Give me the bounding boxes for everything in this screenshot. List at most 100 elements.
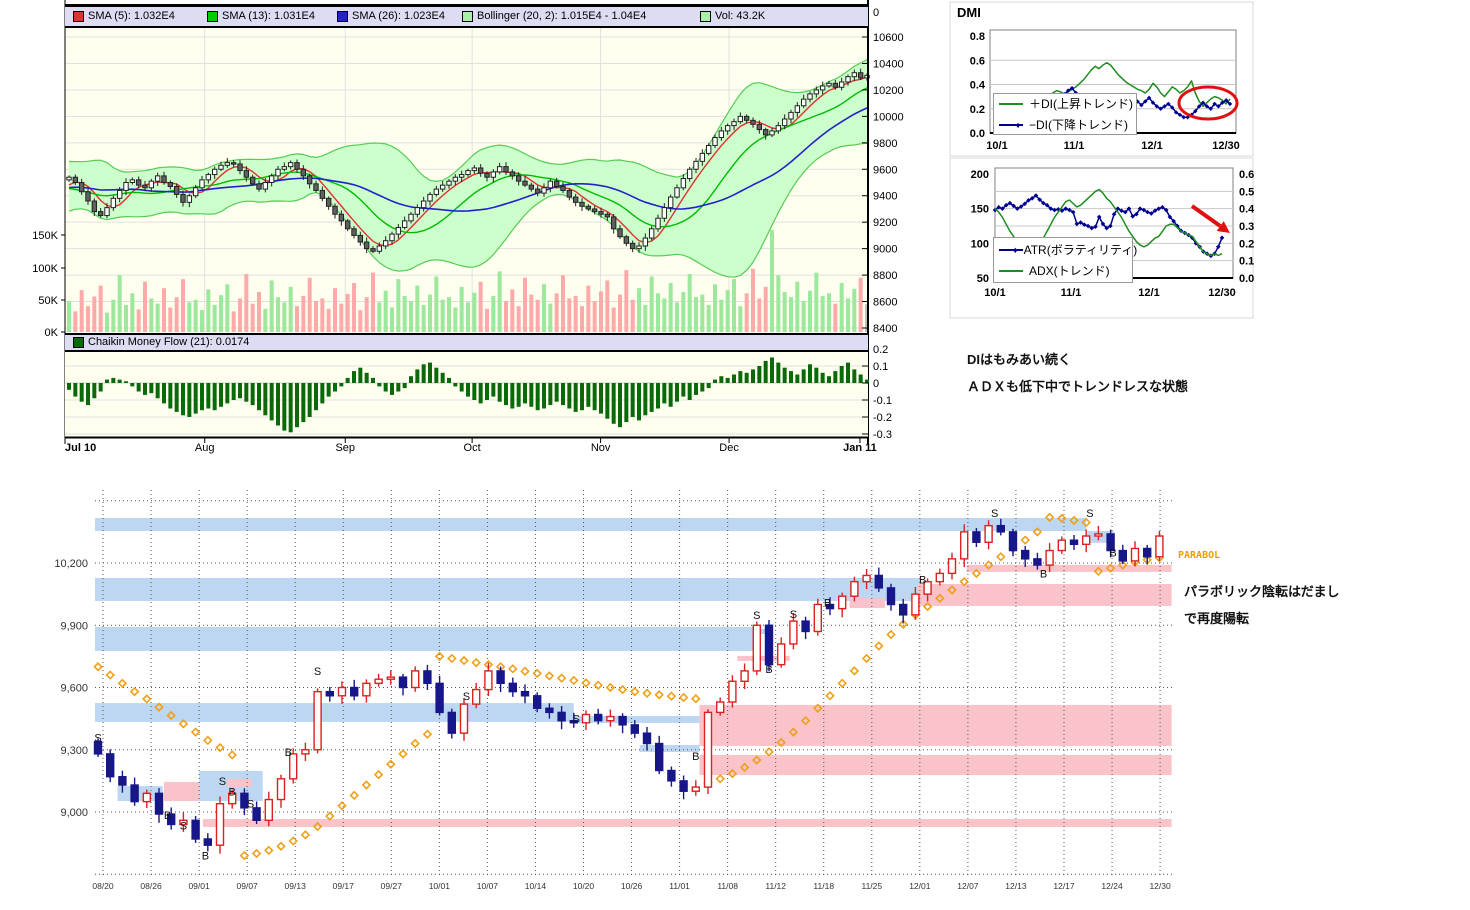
- svg-text:09/07: 09/07: [237, 881, 259, 891]
- parabolic-note-line1: パラボリック陰転はだまし: [1184, 584, 1340, 599]
- svg-text:9,900: 9,900: [60, 620, 88, 632]
- parabolic-note-line2: で再度陽転: [1184, 611, 1250, 626]
- svg-text:B: B: [202, 851, 209, 863]
- volume-swatch-icon: [700, 10, 711, 22]
- svg-text:Aug: Aug: [195, 442, 215, 454]
- svg-text:08/26: 08/26: [140, 881, 162, 891]
- sma5-swatch-icon: [73, 10, 84, 22]
- svg-text:9400: 9400: [873, 191, 897, 203]
- price-chart-legend: SMA (5): 1.032E4 SMA (13): 1.031E4 SMA (…: [65, 4, 868, 28]
- svg-text:S: S: [790, 609, 797, 621]
- svg-text:Dec: Dec: [719, 442, 739, 454]
- svg-text:10/01: 10/01: [429, 881, 451, 891]
- svg-text:12/30: 12/30: [1149, 881, 1171, 891]
- svg-text:S: S: [573, 714, 580, 726]
- svg-text:-0.1: -0.1: [873, 395, 892, 407]
- legend-item-chaikin: Chaikin Money Flow (21): 0.0174: [73, 336, 249, 348]
- svg-text:10/1: 10/1: [984, 287, 1005, 299]
- chaikin-swatch-icon: [73, 336, 84, 348]
- sma5-label: SMA (5): 1.032E4: [88, 10, 175, 22]
- svg-text:B: B: [824, 597, 831, 609]
- svg-text:S: S: [94, 732, 101, 744]
- svg-text:Jan 11: Jan 11: [843, 442, 877, 454]
- svg-text:B: B: [164, 810, 171, 822]
- chaikin-legend: Chaikin Money Flow (21): 0.0174: [65, 333, 868, 352]
- svg-text:B: B: [229, 786, 236, 798]
- svg-text:10400: 10400: [873, 58, 904, 70]
- svg-text:9000: 9000: [873, 244, 897, 256]
- svg-text:S: S: [180, 820, 187, 832]
- svg-text:9,000: 9,000: [60, 807, 88, 819]
- svg-text:11/08: 11/08: [717, 881, 738, 891]
- svg-text:12/1: 12/1: [1141, 140, 1162, 152]
- svg-text:11/18: 11/18: [813, 881, 834, 891]
- atr-line-icon: [999, 248, 1023, 251]
- sma26-label: SMA (26): 1.023E4: [352, 10, 445, 22]
- svg-text:0.8: 0.8: [970, 31, 985, 43]
- volume-label: Vol: 43.2K: [715, 10, 766, 22]
- parabol-label: PARABOL: [1178, 550, 1221, 561]
- svg-text:9,300: 9,300: [60, 745, 88, 757]
- svg-text:12/1: 12/1: [1138, 287, 1159, 299]
- svg-text:50: 50: [977, 273, 989, 285]
- minus-di-label: −DI(下降トレンド): [1029, 118, 1129, 132]
- atr-marker-icon: ♦: [1013, 244, 1018, 255]
- adx-label: ADX(トレンド): [1029, 264, 1110, 278]
- bollinger-label: Bollinger (20, 2): 1.015E4 - 1.04E4: [477, 10, 647, 22]
- svg-text:12/30: 12/30: [1208, 287, 1236, 299]
- legend-item-volume: Vol: 43.2K: [700, 10, 765, 22]
- svg-text:0.0: 0.0: [970, 128, 985, 140]
- svg-text:0.4: 0.4: [970, 80, 986, 92]
- svg-text:10/1: 10/1: [986, 140, 1007, 152]
- svg-text:S: S: [991, 508, 998, 520]
- svg-text:B: B: [1109, 548, 1116, 560]
- svg-text:12/01: 12/01: [909, 881, 931, 891]
- atr-label: ATR(ボラティリティ): [1023, 243, 1138, 257]
- svg-text:S: S: [219, 776, 226, 788]
- svg-text:0.3: 0.3: [1239, 221, 1254, 233]
- svg-text:150: 150: [971, 204, 989, 216]
- svg-text:100: 100: [971, 238, 989, 250]
- svg-text:09/01: 09/01: [188, 881, 210, 891]
- svg-text:09/17: 09/17: [333, 881, 355, 891]
- svg-text:10/14: 10/14: [525, 881, 547, 891]
- svg-text:S: S: [753, 610, 760, 622]
- svg-text:8800: 8800: [873, 270, 897, 282]
- legend-item-sma5: SMA (5): 1.032E4: [73, 10, 175, 22]
- svg-text:10/07: 10/07: [477, 881, 499, 891]
- dmi-legend-box: ＋DI(上昇トレンド) ♦ −DI(下降トレンド): [993, 93, 1137, 135]
- svg-text:9,600: 9,600: [60, 683, 88, 695]
- minus-di-line-icon: [999, 123, 1023, 126]
- svg-text:50K: 50K: [38, 295, 58, 307]
- legend-item-sma26: SMA (26): 1.023E4: [337, 10, 445, 22]
- svg-text:10,200: 10,200: [54, 558, 88, 570]
- svg-text:10/20: 10/20: [573, 881, 595, 891]
- svg-text:150K: 150K: [32, 230, 58, 242]
- svg-text:0.2: 0.2: [873, 344, 888, 356]
- sma13-label: SMA (13): 1.031E4: [222, 10, 315, 22]
- svg-text:0K: 0K: [45, 327, 59, 339]
- svg-text:11/01: 11/01: [669, 881, 690, 891]
- dmi-chart-title: DMI: [957, 5, 981, 20]
- svg-text:0.0: 0.0: [1239, 273, 1254, 285]
- legend-item-bollinger: Bollinger (20, 2): 1.015E4 - 1.04E4: [462, 10, 646, 22]
- svg-text:-0.2: -0.2: [873, 412, 892, 424]
- svg-text:B: B: [919, 575, 926, 587]
- svg-text:8600: 8600: [873, 297, 897, 309]
- adx-line-icon: [999, 269, 1023, 272]
- svg-text:12/17: 12/17: [1053, 881, 1075, 891]
- svg-text:08/20: 08/20: [92, 881, 114, 891]
- adx-legend-row: ADX(トレンド): [999, 262, 1127, 279]
- svg-text:S: S: [1086, 508, 1093, 520]
- plus-di-legend-row: ＋DI(上昇トレンド): [999, 95, 1133, 112]
- svg-text:10600: 10600: [873, 32, 904, 44]
- svg-text:0.2: 0.2: [970, 104, 985, 116]
- svg-text:0.1: 0.1: [1239, 256, 1254, 268]
- svg-text:12/07: 12/07: [957, 881, 979, 891]
- svg-text:09/13: 09/13: [285, 881, 307, 891]
- svg-text:Nov: Nov: [591, 442, 611, 454]
- minus-di-marker-icon: ♦: [1015, 119, 1021, 130]
- sma13-swatch-icon: [207, 10, 218, 22]
- svg-text:0: 0: [873, 7, 879, 19]
- svg-text:10200: 10200: [873, 85, 904, 97]
